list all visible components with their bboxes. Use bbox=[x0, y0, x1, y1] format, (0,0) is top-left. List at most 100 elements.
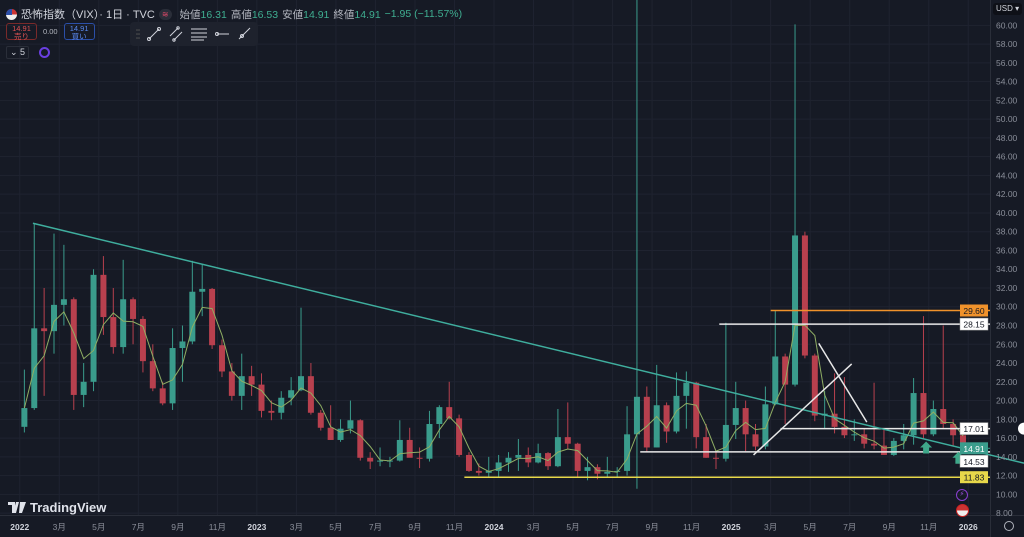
candle-body bbox=[130, 299, 137, 319]
candle bbox=[446, 381, 453, 420]
candle-body bbox=[693, 382, 700, 438]
horizontal-ray-tool-icon[interactable] bbox=[214, 26, 230, 42]
candle-body bbox=[238, 376, 245, 396]
price-tick-label: 22.00 bbox=[996, 377, 1018, 387]
trend-line bbox=[818, 342, 868, 423]
up-arrow-marker-icon bbox=[920, 441, 933, 454]
candle bbox=[673, 372, 680, 434]
candle bbox=[130, 297, 137, 345]
drawing-toolbar bbox=[130, 22, 258, 46]
candle bbox=[426, 410, 433, 462]
candle-body bbox=[189, 291, 196, 342]
chart-style-toggle[interactable]: ≋ bbox=[158, 8, 172, 20]
candle bbox=[80, 363, 87, 408]
symbol-title[interactable]: 恐怖指数（VIX）· 1日 · TVC bbox=[21, 9, 155, 21]
currency-selector[interactable]: USD ▾ bbox=[993, 3, 1023, 15]
candle bbox=[70, 297, 77, 410]
ohlc-value: 16.53 bbox=[251, 8, 279, 21]
candle-body bbox=[169, 348, 176, 404]
candle bbox=[218, 339, 225, 378]
candle bbox=[712, 452, 719, 470]
time-tick-label: 9月 bbox=[883, 522, 896, 532]
time-tick-label: 9月 bbox=[645, 522, 658, 532]
candle-body bbox=[426, 424, 433, 459]
candle bbox=[100, 256, 107, 335]
ray-tool-icon[interactable] bbox=[236, 26, 252, 42]
buy-button[interactable]: 14.91 買い bbox=[63, 23, 95, 41]
candle-body bbox=[742, 408, 749, 435]
candle-body bbox=[505, 457, 512, 463]
price-tick-label: 26.00 bbox=[996, 339, 1018, 349]
candle-body bbox=[406, 439, 413, 458]
candle bbox=[643, 386, 650, 453]
time-tick-label: 7月 bbox=[369, 522, 382, 532]
candle bbox=[169, 328, 176, 410]
candle bbox=[811, 353, 818, 422]
trade-panel: 14.91 売り 0.00 14.91 買い bbox=[6, 23, 95, 41]
candle bbox=[564, 402, 571, 450]
candle-body bbox=[436, 407, 443, 425]
candle-body bbox=[100, 274, 107, 318]
candle bbox=[367, 452, 374, 470]
sell-label: 売り bbox=[14, 32, 29, 41]
buy-price: 14.91 bbox=[69, 24, 89, 33]
candle bbox=[406, 427, 413, 458]
lightning-icon[interactable]: ⚡ bbox=[956, 489, 968, 501]
candle-body bbox=[139, 318, 146, 362]
candle-body bbox=[722, 424, 729, 459]
candle-body bbox=[228, 371, 235, 396]
candle-body bbox=[772, 356, 779, 405]
buy-label: 買い bbox=[71, 32, 87, 41]
sell-button[interactable]: 14.91 売り bbox=[6, 23, 37, 41]
candle bbox=[732, 381, 739, 440]
candle bbox=[90, 269, 97, 392]
ohlc-label: 始値 bbox=[179, 8, 201, 21]
candle bbox=[505, 452, 512, 472]
drag-handle-icon[interactable] bbox=[136, 28, 140, 40]
price-tick-label: 60.00 bbox=[996, 20, 1018, 30]
candle-body bbox=[643, 396, 650, 448]
time-tick-label: 3月 bbox=[764, 522, 777, 532]
price-label-text: 17.01 bbox=[963, 424, 985, 434]
price-tick-label: 14.00 bbox=[996, 452, 1018, 462]
candle bbox=[139, 316, 146, 373]
price-tick-label: 8.00 bbox=[996, 508, 1013, 518]
loading-ring-icon bbox=[39, 47, 51, 58]
candle-body bbox=[357, 420, 364, 458]
candle-body bbox=[278, 397, 285, 413]
price-tick-label: 38.00 bbox=[996, 227, 1018, 237]
candle bbox=[149, 344, 156, 392]
time-tick-label: 5月 bbox=[329, 522, 342, 532]
candle-body bbox=[377, 460, 384, 462]
candle bbox=[782, 353, 789, 425]
indicator-count: 5 bbox=[20, 47, 26, 57]
price-tick-label: 34.00 bbox=[996, 264, 1018, 274]
price-tick-label: 56.00 bbox=[996, 58, 1018, 68]
economic-events-flag-icon[interactable] bbox=[956, 504, 969, 517]
candle bbox=[436, 405, 443, 439]
price-tick-label: 50.00 bbox=[996, 114, 1018, 124]
fib-retracement-tool-icon[interactable] bbox=[190, 26, 208, 42]
price-label-14.53: 14.53 bbox=[959, 451, 990, 468]
candle-body bbox=[268, 410, 275, 413]
candle-body bbox=[633, 396, 640, 435]
price-label-text: 14.53 bbox=[963, 457, 985, 467]
candle bbox=[772, 310, 779, 406]
price-label-text: 29.60 bbox=[963, 306, 985, 316]
price-tick-label: 10.00 bbox=[996, 489, 1018, 499]
candle bbox=[940, 325, 947, 429]
candle-body bbox=[120, 299, 127, 348]
price-tick-label: 48.00 bbox=[996, 133, 1018, 143]
price-tick-label: 42.00 bbox=[996, 189, 1018, 199]
candle bbox=[238, 353, 245, 410]
ohlc-value: 16.31 bbox=[200, 8, 227, 21]
candle-body bbox=[535, 453, 542, 463]
trend-line-tool-icon[interactable] bbox=[146, 26, 162, 42]
parallel-channel-tool-icon[interactable] bbox=[168, 26, 184, 42]
candle bbox=[179, 325, 186, 382]
indicators-collapse-button[interactable]: ⌄ 5 bbox=[6, 46, 30, 59]
candle-body bbox=[396, 439, 403, 461]
candle-body bbox=[959, 435, 966, 449]
settings-gear-icon[interactable] bbox=[1004, 521, 1014, 531]
